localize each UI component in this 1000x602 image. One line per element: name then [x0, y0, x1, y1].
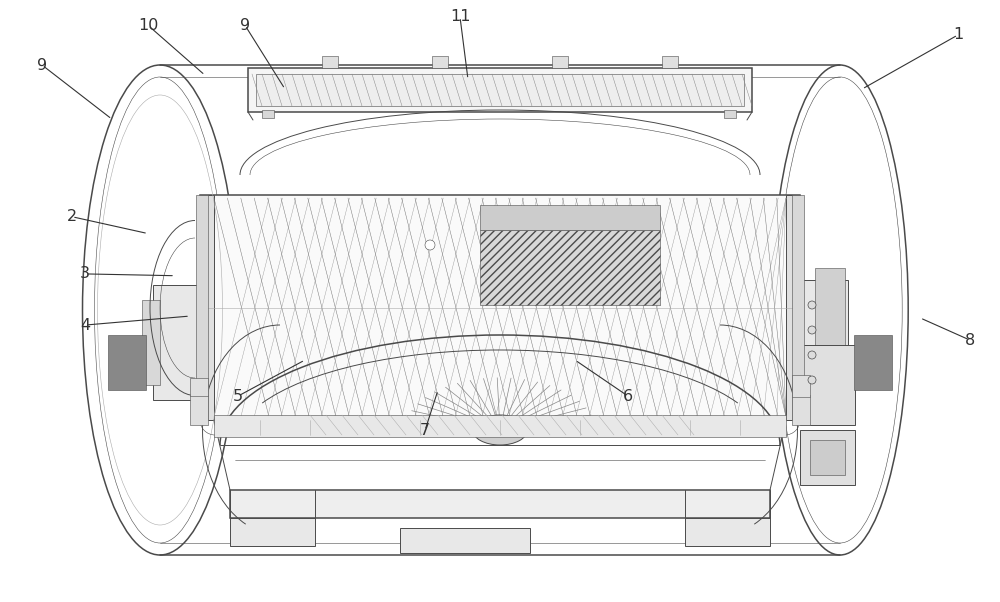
Bar	[230, 490, 770, 518]
Bar	[786, 195, 800, 420]
Bar	[200, 195, 800, 420]
Bar	[190, 395, 208, 425]
Bar	[800, 280, 848, 410]
Bar	[322, 56, 338, 68]
Bar	[800, 345, 855, 425]
Bar	[480, 230, 660, 305]
Text: 7: 7	[420, 423, 430, 438]
Bar	[262, 110, 274, 118]
Bar	[810, 440, 845, 475]
Bar	[662, 56, 678, 68]
Ellipse shape	[808, 376, 816, 384]
Text: 5: 5	[233, 389, 243, 403]
Bar	[685, 518, 770, 546]
Bar	[248, 68, 752, 112]
Text: 9: 9	[240, 18, 250, 33]
Text: 4: 4	[80, 318, 90, 332]
Bar	[214, 415, 786, 437]
Text: 8: 8	[965, 333, 975, 347]
Ellipse shape	[808, 351, 816, 359]
Bar	[432, 56, 448, 68]
Bar	[815, 268, 845, 423]
Text: 3: 3	[80, 267, 90, 281]
Text: 6: 6	[623, 389, 633, 403]
Ellipse shape	[473, 415, 528, 445]
Bar	[792, 375, 810, 397]
Bar	[230, 518, 315, 546]
Ellipse shape	[808, 301, 816, 309]
Bar	[196, 195, 208, 420]
Bar	[142, 300, 160, 385]
Bar	[200, 195, 214, 420]
Ellipse shape	[491, 425, 509, 435]
Text: 9: 9	[37, 58, 47, 72]
Bar	[552, 56, 568, 68]
Ellipse shape	[808, 326, 816, 334]
Bar	[108, 335, 146, 390]
Bar	[854, 335, 892, 390]
Bar	[480, 205, 660, 230]
Bar	[792, 395, 810, 425]
Ellipse shape	[425, 240, 435, 250]
Bar	[800, 430, 855, 485]
Text: 2: 2	[67, 209, 77, 224]
Bar	[724, 110, 736, 118]
Bar	[153, 285, 201, 400]
Bar	[256, 74, 744, 106]
Bar	[792, 195, 804, 420]
Text: 11: 11	[450, 10, 470, 24]
Bar	[400, 528, 530, 553]
Text: 1: 1	[953, 28, 963, 42]
Text: 10: 10	[138, 18, 158, 33]
Bar	[190, 378, 208, 396]
